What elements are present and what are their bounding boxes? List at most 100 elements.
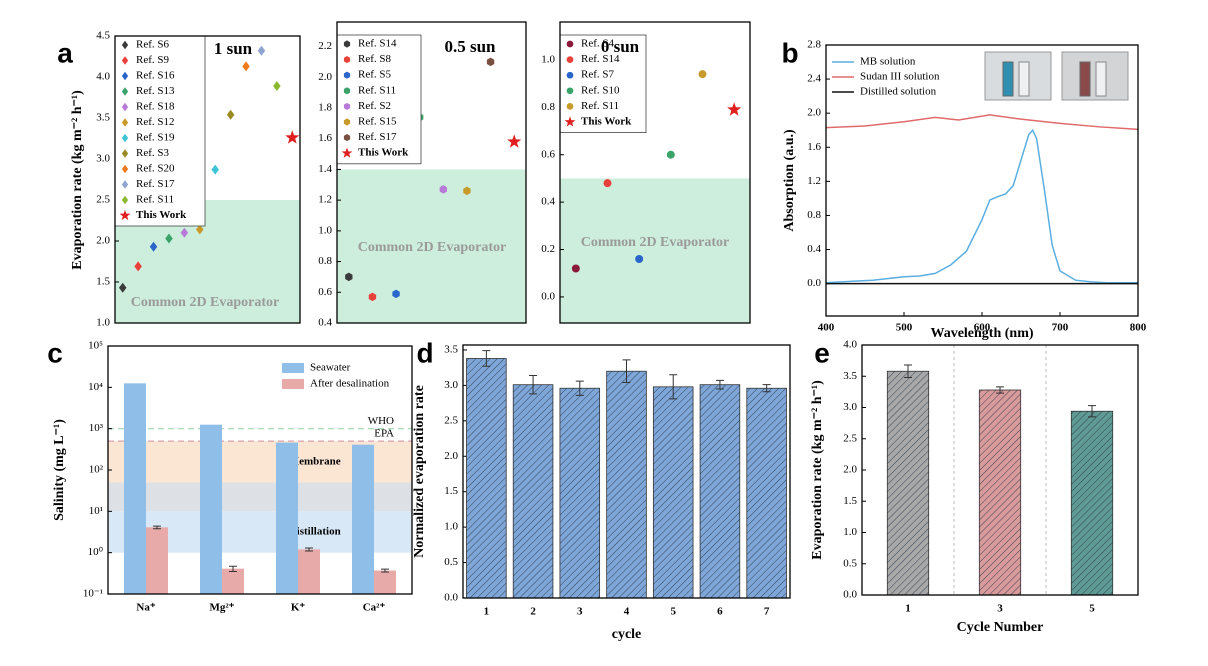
y-tick-label: 2.0	[444, 450, 458, 462]
y-tick-label: 0.2	[541, 243, 555, 255]
bar	[886, 370, 930, 596]
legend-label: Ref. S2	[358, 100, 391, 112]
vial	[1018, 61, 1030, 97]
y-tick-label: 1.5	[96, 276, 110, 288]
y-tick-label: 10⁴	[88, 381, 103, 393]
band-label: Membrane	[289, 455, 341, 467]
y-tick-label: 10⁵	[88, 340, 103, 352]
y-tick-label: 0.5	[444, 556, 458, 568]
marker	[486, 57, 495, 67]
legend-label: Ref. S11	[358, 84, 396, 96]
line	[825, 114, 1139, 131]
legend-label: Ref. S4	[581, 38, 615, 50]
marker	[134, 261, 142, 272]
chart-title: 1 sun	[214, 39, 253, 58]
legend-marker	[566, 103, 574, 110]
bar	[124, 383, 146, 594]
legend-marker	[121, 56, 129, 65]
y-axis-title: Evaporation rate (kg m⁻² h⁻¹)	[810, 380, 825, 560]
marker	[571, 264, 580, 273]
line	[825, 128, 1138, 284]
marker	[392, 289, 400, 299]
bar	[746, 387, 787, 599]
y-tick-label: 1.0	[843, 526, 857, 538]
legend-label: Ref. S14	[581, 53, 620, 65]
bar	[146, 527, 168, 594]
vial	[1002, 61, 1014, 97]
vial	[1095, 61, 1107, 97]
legend-label: Ref. S15	[358, 116, 397, 128]
y-tick-label: 10⁻¹	[83, 588, 103, 600]
x-tick-label: Na⁺	[136, 602, 155, 614]
y-tick-label: 4.5	[96, 30, 110, 42]
panel-label: d	[416, 337, 433, 368]
legend-marker	[343, 134, 351, 142]
x-tick-label: Ca²⁺	[363, 602, 386, 614]
band-label: Common 2D Evaporator	[358, 240, 507, 255]
legend-marker	[121, 87, 129, 96]
marker	[345, 272, 353, 282]
y-tick-label: 2.0	[318, 71, 332, 83]
legend-label: This Work	[358, 147, 409, 159]
plot-frame	[825, 44, 1139, 317]
bar	[1070, 410, 1114, 596]
marker	[273, 81, 281, 92]
legend-label: Ref. S8	[358, 53, 392, 65]
error-bar	[1088, 405, 1096, 418]
legend-label: Ref. S19	[136, 132, 175, 144]
error-bar	[381, 568, 389, 573]
legend-label: Sudan III solution	[860, 71, 940, 83]
bar	[512, 384, 554, 599]
legend-marker	[121, 40, 129, 50]
y-tick-label: 0.0	[807, 277, 821, 289]
x-tick-label: 2	[530, 606, 536, 618]
marker	[603, 179, 612, 188]
legend-marker	[121, 149, 129, 158]
error-bar	[762, 384, 771, 393]
error-bar	[529, 374, 538, 395]
bar	[978, 389, 1022, 596]
legend-label: Ref. S14	[358, 38, 397, 50]
y-tick-label: 0.4	[807, 243, 821, 255]
legend-marker	[566, 87, 574, 95]
y-tick-label: 1.5	[843, 495, 857, 507]
legend-label: Seawater	[310, 362, 351, 374]
legend-label: Ref. S5	[358, 69, 392, 81]
marker	[635, 255, 644, 264]
legend-label: Ref. S13	[136, 85, 175, 97]
marker	[463, 186, 471, 196]
bar	[606, 370, 647, 599]
plot-frame	[861, 344, 1139, 596]
reference-label: EPA	[374, 428, 394, 440]
x-tick-label: 4	[624, 606, 630, 618]
y-tick-label: 3.5	[444, 343, 458, 355]
x-tick-label: 3	[577, 606, 583, 618]
reference-label: WHO	[368, 415, 394, 427]
panel-label: b	[781, 37, 798, 68]
bar	[652, 386, 694, 599]
y-tick-label: 1.4	[318, 163, 332, 175]
marker	[242, 61, 250, 72]
plot-frame	[107, 345, 413, 595]
legend-swatch	[282, 379, 304, 389]
bar	[559, 387, 601, 599]
y-tick-label: 0.8	[807, 209, 821, 221]
y-axis-title: Absorption (a.u.)	[782, 129, 797, 232]
chart-title: 0 sun	[601, 37, 640, 56]
legend-marker	[566, 40, 574, 48]
x-axis-title: cycle	[612, 627, 642, 642]
x-axis-title: Wavelength (nm)	[930, 326, 1033, 341]
y-axis-title: Evaporation rate (kg m⁻² h⁻¹)	[70, 90, 85, 270]
legend-label: Ref. S9	[136, 54, 170, 66]
y-tick-label: 2.5	[96, 194, 110, 206]
y-tick-label: 2.5	[843, 432, 857, 444]
y-tick-label: 10³	[89, 422, 104, 434]
y-tick-label: 3.5	[96, 112, 110, 124]
band-label: Common 2D Evaporator	[581, 235, 730, 250]
legend-label: Ref. S18	[136, 101, 175, 113]
y-tick-label: 10²	[89, 464, 104, 476]
x-tick-label: 700	[1052, 322, 1069, 334]
x-tick-label: 600	[974, 322, 991, 334]
error-bar	[715, 379, 724, 390]
